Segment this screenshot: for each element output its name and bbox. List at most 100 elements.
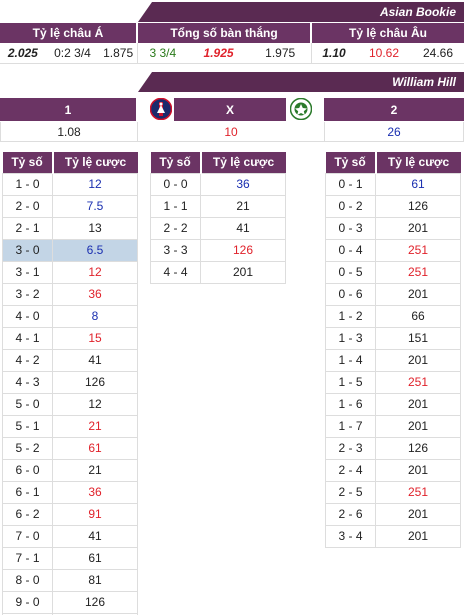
score-row: 5 - 1 21 — [2, 414, 138, 438]
score-row: 4 - 1 15 — [2, 326, 138, 350]
score-cell: 5 - 2 — [2, 436, 53, 460]
asian-handicap-header: Tỷ lệ châu Á — [0, 23, 138, 43]
score-row: 1 - 6 201 — [325, 392, 461, 416]
score-row: 1 - 7 201 — [325, 414, 461, 438]
odds-cell: 61 — [52, 436, 138, 460]
away-win-scores-table: Tỷ số Tỷ lệ cược 0 - 1 61 0 - 2 126 0 - 3 201… — [325, 152, 461, 548]
score-cell: 0 - 0 — [150, 172, 201, 196]
odds-cell: 7.5 — [52, 194, 138, 218]
handicap-home-odds: 2.025 — [7, 46, 38, 60]
odds-cell: 36 — [52, 480, 138, 504]
odds-cell: 201 — [200, 260, 286, 284]
odds-header: Tỷ lệ cược — [200, 152, 286, 173]
score-row: 4 - 4 201 — [150, 260, 286, 284]
odds-cell: 61 — [52, 546, 138, 570]
score-row: 2 - 2 41 — [150, 216, 286, 240]
odds-cell: 201 — [375, 502, 461, 526]
odds-cell: 201 — [375, 216, 461, 240]
draw-header: X — [174, 98, 286, 121]
score-row: 0 - 6 201 — [325, 282, 461, 306]
odds-cell: 41 — [52, 348, 138, 372]
total-line: 3 3/4 — [149, 46, 177, 60]
score-row: 3 - 2 36 — [2, 282, 138, 306]
odds-cell: 201 — [375, 524, 461, 548]
score-cell: 2 - 2 — [150, 216, 201, 240]
score-cell: 1 - 2 — [325, 304, 376, 328]
away-win-header: 2 — [324, 98, 464, 121]
psg-crest-icon — [150, 98, 172, 120]
score-cell: 9 - 0 — [2, 590, 53, 614]
score-cell: 3 - 2 — [2, 282, 53, 306]
score-cell: 1 - 7 — [325, 414, 376, 438]
handicap-line: 0:2 3/4 — [54, 46, 91, 60]
score-cell: 2 - 3 — [325, 436, 376, 460]
score-row: 3 - 0 6.5 — [2, 238, 138, 262]
home-win-odds: 1.08 — [0, 122, 138, 142]
odds-cell: 81 — [52, 568, 138, 592]
european-odds-header: Tỷ lệ châu Âu — [312, 23, 464, 43]
odds-cell: 12 — [52, 392, 138, 416]
score-cell: 3 - 0 — [2, 238, 53, 262]
score-cell: 0 - 3 — [325, 216, 376, 240]
total-goals-header: Tổng số bàn thắng — [138, 23, 312, 43]
draw-scores-table: Tỷ số Tỷ lệ cược 0 - 0 36 1 - 1 21 2 - 2 41 3 … — [150, 152, 286, 284]
score-row: 3 - 3 126 — [150, 238, 286, 262]
score-cell: 7 - 0 — [2, 524, 53, 548]
score-row: 0 - 5 251 — [325, 260, 461, 284]
odds-cell: 21 — [200, 194, 286, 218]
score-cell: 3 - 1 — [2, 260, 53, 284]
score-cell: 0 - 1 — [325, 172, 376, 196]
odds-cell: 8 — [52, 304, 138, 328]
asian-odds-values-row: 2.025 0:2 3/4 1.875 3 3/4 1.925 1.975 1.… — [0, 43, 464, 64]
score-cell: 4 - 1 — [2, 326, 53, 350]
home-win-scores-table: Tỷ số Tỷ lệ cược 1 - 0 12 2 - 0 7.5 2 - 1 13 3… — [2, 152, 138, 615]
score-row: 6 - 1 36 — [2, 480, 138, 504]
odds-cell: 201 — [375, 458, 461, 482]
score-cell: 4 - 0 — [2, 304, 53, 328]
score-cell: 0 - 5 — [325, 260, 376, 284]
odds-cell: 12 — [52, 172, 138, 196]
odds-cell: 126 — [375, 194, 461, 218]
score-row: 9 - 0 126 — [2, 590, 138, 614]
score-cell: 1 - 1 — [150, 194, 201, 218]
score-row: 0 - 4 251 — [325, 238, 461, 262]
william-hill-header-row: 1 X 2 — [0, 98, 464, 121]
score-row: 8 - 0 81 — [2, 568, 138, 592]
odds-cell: 126 — [375, 436, 461, 460]
odds-cell: 36 — [52, 282, 138, 306]
draw-odds: 10 — [138, 122, 324, 142]
score-cell: 6 - 0 — [2, 458, 53, 482]
odds-cell: 41 — [52, 524, 138, 548]
score-cell: 8 - 0 — [2, 568, 53, 592]
score-cell: 2 - 5 — [325, 480, 376, 504]
score-cell: 3 - 3 — [150, 238, 201, 262]
score-row: 1 - 2 66 — [325, 304, 461, 328]
odds-cell: 201 — [375, 348, 461, 372]
maccabi-crest-icon — [290, 98, 312, 120]
odds-cell: 21 — [52, 458, 138, 482]
odds-cell: 61 — [375, 172, 461, 196]
odds-header: Tỷ lệ cược — [375, 152, 461, 173]
score-cell: 0 - 6 — [325, 282, 376, 306]
score-row: 5 - 2 61 — [2, 436, 138, 460]
score-header: Tỷ số — [150, 152, 202, 173]
score-cell: 1 - 5 — [325, 370, 376, 394]
european-away-odds: 24.66 — [422, 46, 454, 60]
score-row: 2 - 3 126 — [325, 436, 461, 460]
score-row: 7 - 0 41 — [2, 524, 138, 548]
odds-cell: 251 — [375, 480, 461, 504]
score-row: 3 - 4 201 — [325, 524, 461, 548]
odds-cell: 91 — [52, 502, 138, 526]
score-row: 2 - 1 13 — [2, 216, 138, 240]
score-row: 0 - 1 61 — [325, 172, 461, 196]
draw-header-wrapper: X — [138, 98, 324, 121]
score-cell: 1 - 0 — [2, 172, 53, 196]
score-row: 1 - 3 151 — [325, 326, 461, 350]
european-draw-odds: 10.62 — [368, 46, 400, 60]
score-row: 5 - 0 12 — [2, 392, 138, 416]
score-row: 4 - 2 41 — [2, 348, 138, 372]
score-row: 4 - 3 126 — [2, 370, 138, 394]
odds-cell: 36 — [200, 172, 286, 196]
william-hill-title: William Hill — [392, 75, 456, 89]
